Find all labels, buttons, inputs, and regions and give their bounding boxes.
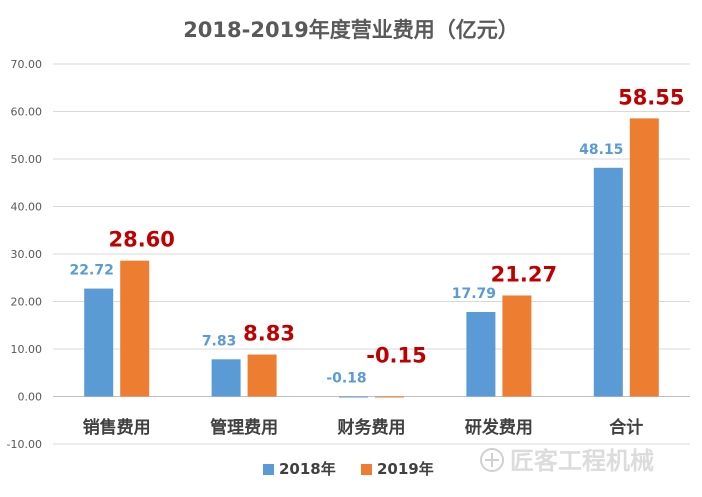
grid-lines — [53, 63, 690, 445]
bar-series-2 — [375, 396, 404, 398]
data-label-series-1: -0.18 — [326, 371, 366, 387]
bar-series-1 — [339, 396, 368, 398]
x-category-label: 合计 — [609, 417, 643, 438]
data-label-series-1: 7.83 — [202, 333, 237, 349]
x-axis-category-labels: 销售费用 管理费用 财务费用 研发费用 合计 — [83, 417, 644, 438]
bar-series-2 — [247, 354, 277, 397]
bar-series-1 — [84, 288, 114, 397]
watermark-logo-icon — [480, 448, 504, 472]
data-label-series-2: 28.60 — [108, 228, 174, 252]
bar-group — [84, 118, 659, 398]
x-category-label: 管理费用 — [210, 417, 278, 438]
y-tick-label: 0.00 — [18, 391, 43, 404]
data-label-series-1: 17.79 — [452, 286, 496, 302]
legend-label: 2019年 — [377, 460, 434, 478]
bar-series-1 — [211, 359, 241, 397]
watermark-logo-mark — [485, 453, 499, 467]
watermark: 匠客工程机械 — [480, 447, 654, 475]
bar-series-1 — [593, 167, 623, 397]
y-tick-label: 40.00 — [11, 201, 43, 214]
chart-title: 2018-2019年度营业费用（亿元） — [183, 18, 519, 42]
y-tick-label: 20.00 — [11, 296, 43, 309]
y-tick-label: 30.00 — [11, 248, 43, 261]
data-label-series-1: 22.72 — [70, 263, 114, 279]
legend-swatch — [263, 464, 274, 475]
x-category-label: 研发费用 — [465, 417, 533, 438]
bar-series-2 — [120, 260, 150, 397]
legend-swatch — [361, 464, 372, 475]
y-tick-label: 10.00 — [11, 343, 43, 356]
y-tick-label: -10.00 — [7, 438, 42, 451]
legend: 2018年 2019年 — [263, 460, 434, 478]
data-label-series-2: 58.55 — [618, 85, 684, 109]
data-label-series-1: 48.15 — [579, 142, 623, 158]
watermark-text: 匠客工程机械 — [510, 447, 654, 475]
data-label-series-2: 21.27 — [491, 262, 557, 286]
x-category-label: 销售费用 — [83, 417, 151, 438]
y-tick-label: 70.00 — [11, 58, 43, 71]
legend-label: 2018年 — [279, 460, 336, 478]
bar-series-2 — [629, 118, 659, 397]
x-category-label: 财务费用 — [337, 417, 406, 438]
bar-series-1 — [466, 311, 496, 397]
y-tick-label: 60.00 — [11, 106, 43, 119]
bar-series-2 — [502, 295, 532, 397]
y-tick-label: 50.00 — [11, 153, 43, 166]
data-label-series-2: 8.83 — [243, 322, 295, 346]
y-axis-tick-labels: -10.00 0.00 10.00 20.00 30.00 40.00 50.00 60.00… — [7, 58, 42, 451]
data-label-series-2: -0.15 — [366, 344, 427, 368]
